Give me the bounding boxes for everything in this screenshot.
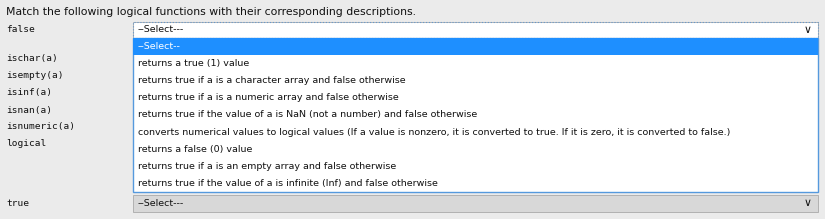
Text: returns a false (0) value: returns a false (0) value <box>138 145 252 154</box>
Text: converts numerical values to logical values (If a value is nonzero, it is conver: converts numerical values to logical val… <box>138 128 730 137</box>
Text: returns true if a is an empty array and false otherwise: returns true if a is an empty array and … <box>138 162 396 171</box>
Text: false: false <box>6 25 35 35</box>
Text: isnan(a): isnan(a) <box>6 106 52 115</box>
Text: returns true if the value of a is NaN (not a number) and false otherwise: returns true if the value of a is NaN (n… <box>138 111 477 120</box>
Text: --Select---: --Select--- <box>138 25 184 35</box>
Text: true: true <box>6 198 29 207</box>
Text: returns true if the value of a is infinite (Inf) and false otherwise: returns true if the value of a is infini… <box>138 179 438 188</box>
Text: ∨: ∨ <box>804 198 812 208</box>
Text: isnumeric(a): isnumeric(a) <box>6 122 75 131</box>
Text: ischar(a): ischar(a) <box>6 53 58 62</box>
Bar <box>133 22 818 38</box>
Text: returns true if a is a character array and false otherwise: returns true if a is a character array a… <box>138 76 406 85</box>
Bar <box>133 195 818 212</box>
Text: isinf(a): isinf(a) <box>6 88 52 97</box>
Text: isempty(a): isempty(a) <box>6 71 64 79</box>
Bar <box>133 38 818 192</box>
Text: ∨: ∨ <box>804 25 812 35</box>
Text: --Select---: --Select--- <box>138 199 184 208</box>
Bar <box>133 22 818 38</box>
Text: Match the following logical functions with their corresponding descriptions.: Match the following logical functions wi… <box>6 7 416 17</box>
Text: logical: logical <box>6 140 46 148</box>
Text: --Select--: --Select-- <box>138 42 181 51</box>
Text: returns true if a is a numeric array and false otherwise: returns true if a is a numeric array and… <box>138 93 398 102</box>
Text: returns a true (1) value: returns a true (1) value <box>138 59 249 68</box>
Bar <box>133 38 818 55</box>
